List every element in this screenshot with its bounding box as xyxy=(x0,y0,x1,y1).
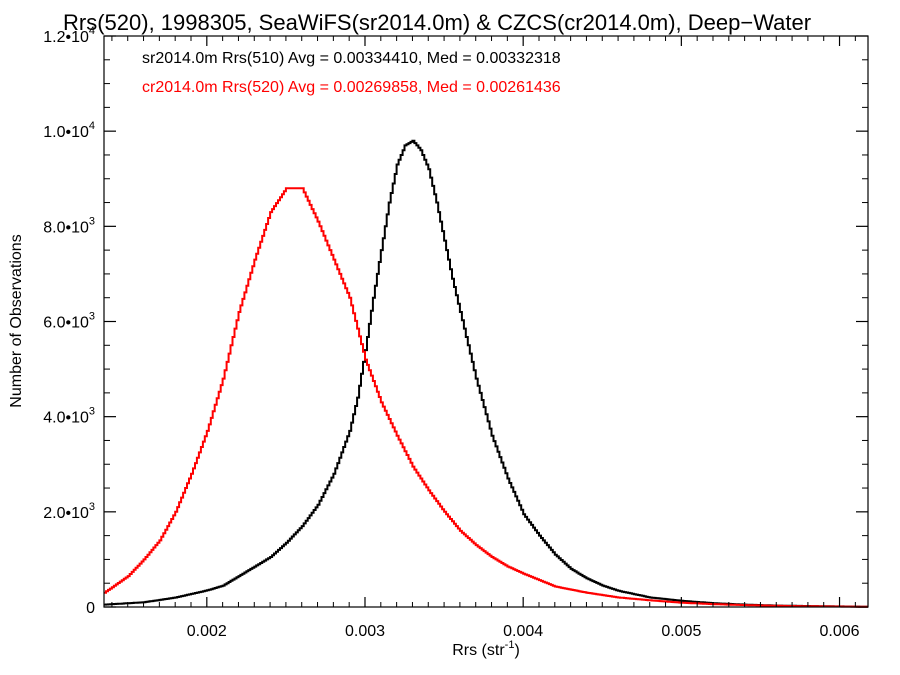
series-line-0 xyxy=(104,139,869,608)
y-tick-label: 1.0•104 xyxy=(43,120,95,141)
y-tick-label: 4.0•103 xyxy=(43,406,95,427)
y-tick-label: 1.2•104 xyxy=(43,25,95,46)
y-tick-label: 6.0•103 xyxy=(43,311,95,332)
x-tick-label: 0.006 xyxy=(820,623,860,640)
plot-frame xyxy=(103,35,869,608)
x-tick-label: 0.002 xyxy=(187,623,227,640)
y-tick-label: 2.0•103 xyxy=(43,501,95,522)
legend-entry-cr2014: cr2014.0m Rrs(520) Avg = 0.00269858, Med… xyxy=(142,79,561,96)
series-line-1 xyxy=(104,187,869,608)
y-axis-label: Number of Observations xyxy=(8,234,25,407)
series-layer xyxy=(104,139,869,608)
legend-entry-sr2014: sr2014.0m Rrs(510) Avg = 0.00334410, Med… xyxy=(142,50,561,67)
y-tick-label: 0 xyxy=(86,600,95,617)
ticks-layer: 0.002 0.003 0.004 0.005 0.006 0 2.0•103 4.0•103… xyxy=(43,25,868,640)
x-tick-label: 0.004 xyxy=(503,623,543,640)
x-axis-label: Rrs (str-1) xyxy=(452,639,520,659)
legend: sr2014.0m Rrs(510) Avg = 0.00334410, Med… xyxy=(142,50,561,96)
x-tick-label: 0.003 xyxy=(345,623,385,640)
chart-title: Rrs(520), 1998305, SeaWiFS(sr2014.0m) & … xyxy=(63,10,811,35)
y-tick-label: 8.0•103 xyxy=(43,215,95,236)
x-tick-label: 0.005 xyxy=(661,623,701,640)
